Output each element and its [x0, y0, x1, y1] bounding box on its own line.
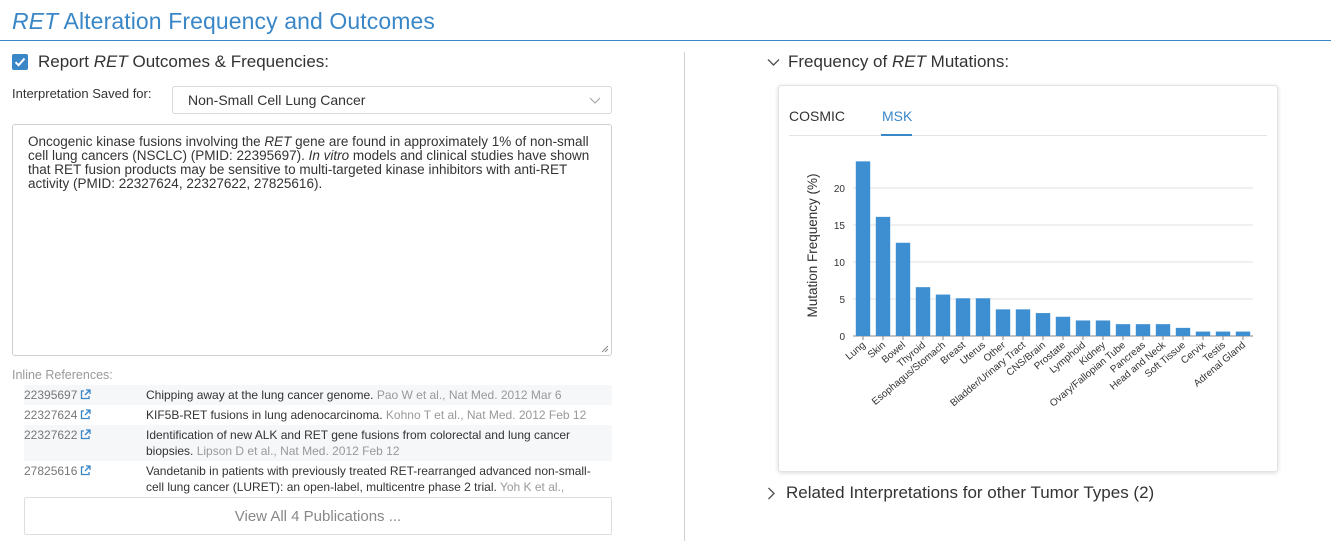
- reference-meta: Pao W et al., Nat Med. 2012 Mar 6: [373, 388, 562, 402]
- report-checkbox[interactable]: [12, 54, 28, 70]
- pmid-link[interactable]: 27825616: [24, 464, 78, 478]
- reference-pmid: 27825616: [24, 463, 146, 511]
- external-link-icon[interactable]: [80, 465, 92, 476]
- text-segment: gene are found in approximately 1% of no…: [28, 134, 589, 163]
- page-title-text: Alteration Frequency and Outcomes: [58, 8, 436, 34]
- page-title-gene: RET: [12, 8, 59, 34]
- tumor-type-select-value: Non-Small Cell Lung Cancer: [188, 92, 366, 108]
- bar: [895, 242, 911, 336]
- reference-pmid: 22327622: [24, 427, 146, 459]
- reference-title: Identification of new ALK and RET gene f…: [146, 428, 571, 458]
- page-title: RET Alteration Frequency and Outcomes: [12, 8, 435, 35]
- view-all-publications-button[interactable]: View All 4 Publications ...: [24, 497, 612, 535]
- bar: [1215, 331, 1231, 336]
- text-segment-italic: In vitro: [308, 148, 350, 163]
- interpretation-textarea[interactable]: Oncogenic kinase fusions involving the R…: [12, 124, 612, 356]
- source-tabs: COSMIC MSK: [789, 106, 1267, 136]
- external-link-icon[interactable]: [80, 429, 92, 440]
- bar: [1155, 324, 1171, 336]
- y-tick-label: 15: [834, 221, 846, 232]
- reference-pmid: 22327624: [24, 407, 146, 423]
- active-tab-indicator: [881, 134, 912, 136]
- bar: [1175, 327, 1191, 336]
- text-segment-gene: RET: [264, 134, 292, 149]
- references-list: 22395697 Chipping away at the lung cance…: [24, 385, 612, 513]
- interpretation-label: Interpretation Saved for:: [12, 86, 152, 101]
- bar: [935, 294, 951, 336]
- frequency-title: Frequency of RET Mutations:: [788, 52, 1009, 72]
- pmid-link[interactable]: 22327624: [24, 408, 78, 422]
- chevron-right-icon: [768, 487, 775, 499]
- bar: [995, 309, 1011, 336]
- reference-pmid: 22395697: [24, 387, 146, 403]
- bar: [855, 161, 871, 336]
- y-tick-label: 20: [834, 184, 846, 195]
- reference-text: Identification of new ALK and RET gene f…: [146, 427, 612, 459]
- frequency-title-gene: RET: [891, 52, 926, 71]
- reference-row: 22395697 Chipping away at the lung cance…: [24, 385, 612, 405]
- report-label-gene: RET: [93, 52, 128, 71]
- bar: [1095, 320, 1111, 336]
- bar: [975, 298, 991, 336]
- y-tick-label: 10: [834, 258, 846, 269]
- bar: [1195, 331, 1211, 336]
- reference-meta: Lipson D et al., Nat Med. 2012 Feb 12: [193, 444, 400, 458]
- reference-row: 22327624 KIF5B-RET fusions in lung adeno…: [24, 405, 612, 425]
- frequency-title-prefix: Frequency of: [788, 52, 892, 71]
- interpretation-row: Interpretation Saved for: Non-Small Cell…: [12, 86, 612, 114]
- reference-text: Chipping away at the lung cancer genome.…: [146, 387, 612, 403]
- text-segment: models and clinical studies have shown t…: [28, 148, 590, 191]
- report-label-prefix: Report: [38, 52, 94, 71]
- reference-meta: Kohno T et al., Nat Med. 2012 Feb 12: [382, 408, 587, 422]
- frequency-section-toggle[interactable]: Frequency of RET Mutations:: [767, 52, 1009, 72]
- report-label-suffix: Outcomes & Frequencies:: [127, 52, 330, 71]
- y-tick-label: 5: [839, 295, 845, 306]
- tab-msk[interactable]: MSK: [882, 108, 913, 124]
- reference-title: Chipping away at the lung cancer genome.: [146, 388, 374, 402]
- pmid-link[interactable]: 22327622: [24, 428, 78, 442]
- column-divider: [684, 52, 685, 541]
- external-link-icon[interactable]: [80, 389, 92, 400]
- chevron-down-icon: [589, 97, 601, 104]
- report-label: Report RET Outcomes & Frequencies:: [38, 52, 329, 72]
- reference-text: KIF5B-RET fusions in lung adenocarcinoma…: [146, 407, 612, 423]
- reference-title: Vandetanib in patients with previously t…: [146, 464, 591, 494]
- bar: [1035, 313, 1051, 336]
- x-tick-label: Lung: [844, 340, 868, 363]
- bar: [955, 298, 971, 336]
- report-toggle-row: Report RET Outcomes & Frequencies:: [12, 52, 329, 72]
- title-divider: [0, 40, 1331, 41]
- tab-cosmic[interactable]: COSMIC: [789, 108, 845, 124]
- bar: [1135, 324, 1151, 336]
- reference-row: 22327622 Identification of new ALK and R…: [24, 425, 612, 461]
- chevron-down-icon: [767, 58, 780, 66]
- bar: [875, 216, 891, 336]
- references-header: Inline References:: [12, 368, 113, 382]
- bar: [1235, 331, 1251, 336]
- frequency-chart-card: COSMIC MSK 0 5 10 15 20 Mutation Frequency (%…: [778, 85, 1278, 472]
- reference-title: KIF5B-RET fusions in lung adenocarcinoma…: [146, 408, 383, 422]
- bar: [1015, 309, 1031, 336]
- bar: [1115, 324, 1131, 336]
- text-segment: Oncogenic kinase fusions involving the: [28, 134, 265, 149]
- resize-grip-icon[interactable]: [601, 345, 609, 353]
- checkmark-icon: [14, 57, 26, 67]
- frequency-title-suffix: Mutations:: [925, 52, 1010, 71]
- external-link-icon[interactable]: [80, 409, 92, 420]
- related-interpretations-toggle[interactable]: Related Interpretations for other Tumor …: [767, 483, 1154, 503]
- bar: [1055, 316, 1071, 336]
- bar: [915, 287, 931, 336]
- tumor-type-select[interactable]: Non-Small Cell Lung Cancer: [172, 86, 612, 114]
- bar: [1075, 320, 1091, 336]
- related-interpretations-label: Related Interpretations for other Tumor …: [786, 483, 1155, 502]
- y-axis-label: Mutation Frequency (%): [805, 173, 820, 317]
- y-tick-label: 0: [839, 332, 845, 343]
- pmid-link[interactable]: 22395697: [24, 388, 78, 402]
